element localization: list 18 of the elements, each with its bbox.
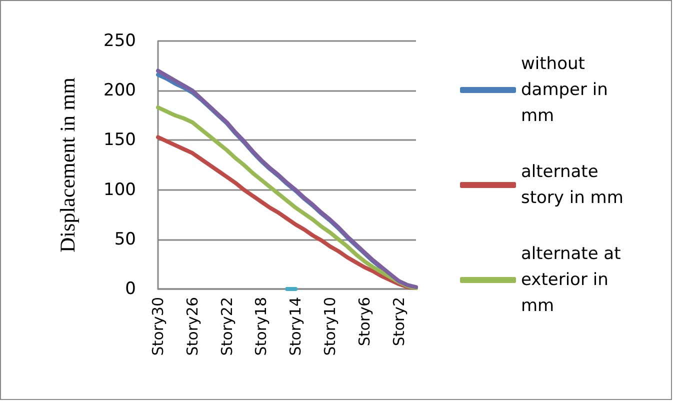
- y-tick-label: 200: [104, 80, 136, 101]
- x-tick-label: Story22: [218, 297, 236, 356]
- y-tick-label: 250: [104, 31, 136, 51]
- y-tick-label: 150: [104, 130, 136, 150]
- x-tick-label: Story10: [321, 297, 339, 356]
- legend-label: alternate story in mm: [521, 162, 624, 208]
- y-tick-label: 0: [125, 279, 136, 299]
- y-axis-title: Displacement in mm: [56, 78, 80, 252]
- y-tick-label: 50: [114, 229, 136, 250]
- x-tick-label: Story30: [149, 297, 167, 356]
- x-tick-label: Story18: [252, 297, 270, 356]
- legend-label: without damper in mm: [521, 54, 614, 126]
- x-tick-label: Story2: [390, 297, 408, 346]
- y-tick-label: 100: [104, 180, 136, 200]
- x-tick-label: Story14: [286, 297, 305, 356]
- x-tick-label: Story26: [183, 297, 202, 356]
- x-tick-label: Story6: [355, 297, 374, 346]
- legend-label: alternate at exterior in mm: [521, 244, 626, 316]
